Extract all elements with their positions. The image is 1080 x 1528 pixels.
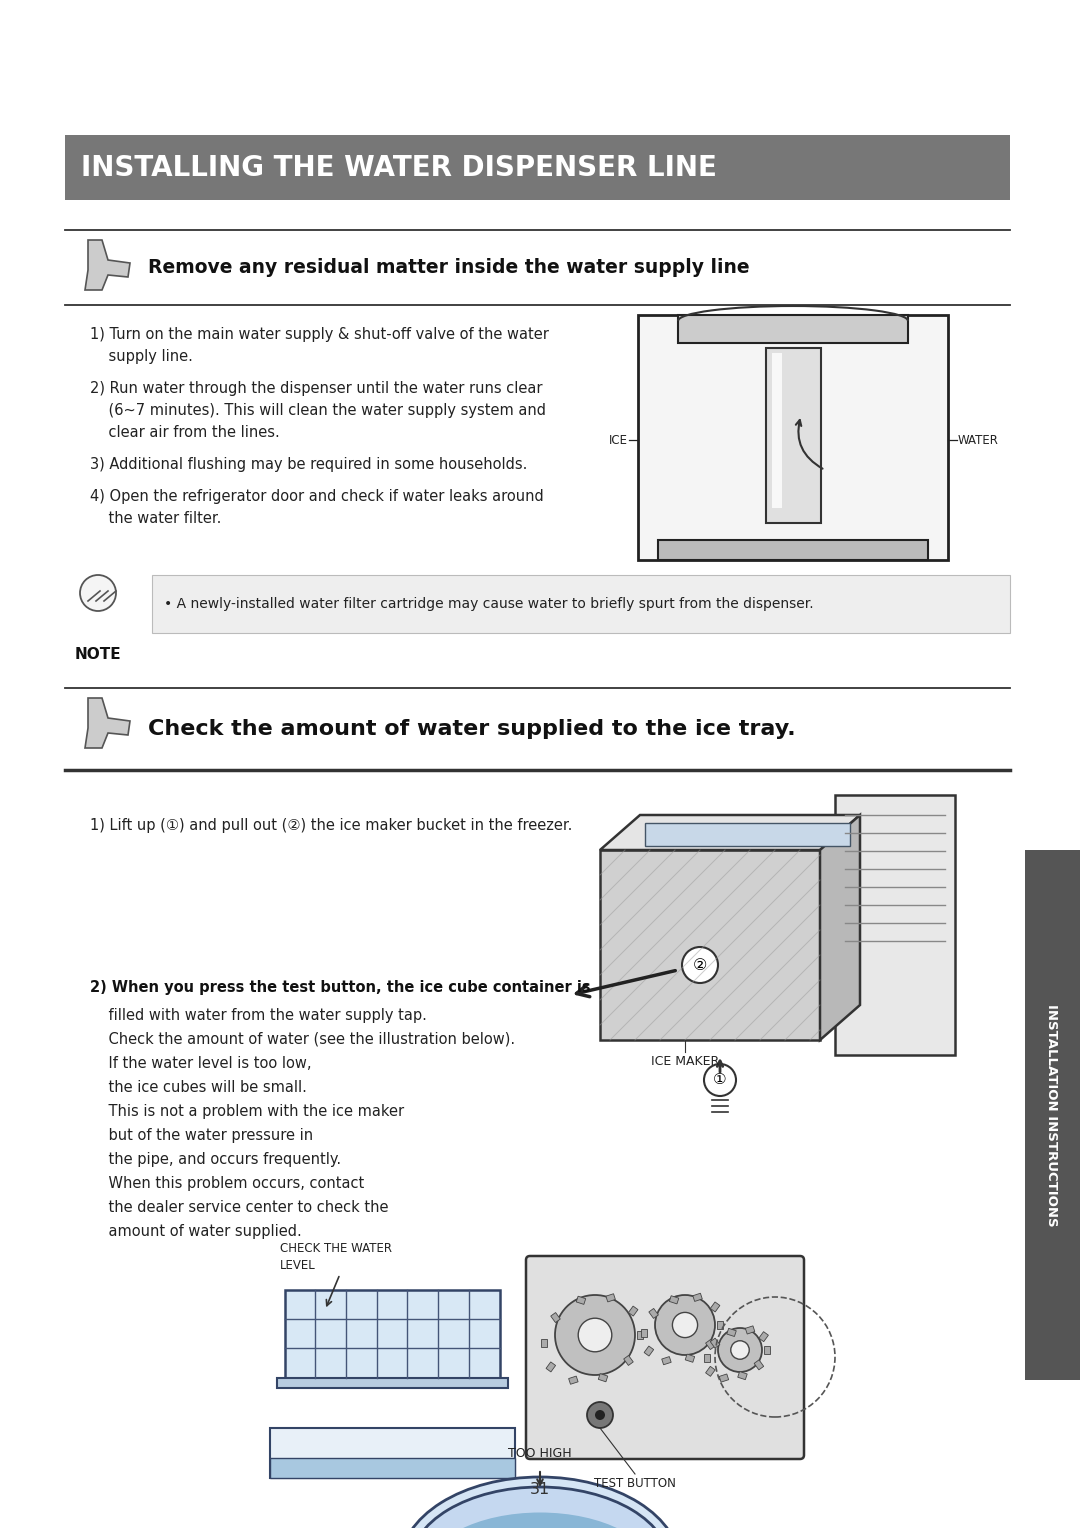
Bar	[705, 1340, 715, 1349]
Bar	[772, 353, 782, 507]
Ellipse shape	[426, 1513, 654, 1528]
Text: INSTALLATION INSTRUCTIONS: INSTALLATION INSTRUCTIONS	[1045, 1004, 1058, 1227]
Bar	[759, 1332, 768, 1342]
Text: Check the amount of water supplied to the ice tray.: Check the amount of water supplied to th…	[148, 720, 796, 740]
Bar	[719, 1374, 729, 1383]
Bar	[658, 539, 928, 559]
Bar	[624, 1355, 633, 1366]
Bar	[754, 1360, 764, 1371]
Text: TEST BUTTON: TEST BUTTON	[594, 1478, 676, 1490]
Bar	[766, 348, 821, 523]
Bar	[270, 1458, 515, 1478]
Bar	[546, 1361, 555, 1372]
Polygon shape	[85, 698, 130, 749]
Text: CHECK THE WATER
LEVEL: CHECK THE WATER LEVEL	[280, 1242, 392, 1271]
Text: NOTE: NOTE	[75, 646, 121, 662]
Bar	[541, 1339, 546, 1348]
Bar	[711, 1339, 720, 1348]
Bar	[645, 824, 850, 847]
Text: When this problem occurs, contact: When this problem occurs, contact	[90, 1177, 364, 1190]
Text: 3) Additional flushing may be required in some households.: 3) Additional flushing may be required i…	[90, 457, 527, 472]
Text: Check the amount of water (see the illustration below).: Check the amount of water (see the illus…	[90, 1031, 515, 1047]
Text: 1) Lift up (①) and pull out (②) the ice maker bucket in the freezer.: 1) Lift up (①) and pull out (②) the ice …	[90, 817, 572, 833]
Circle shape	[718, 1328, 762, 1372]
Circle shape	[555, 1296, 635, 1375]
Text: amount of water supplied.: amount of water supplied.	[90, 1224, 301, 1239]
Text: INSTALLING THE WATER DISPENSER LINE: INSTALLING THE WATER DISPENSER LINE	[81, 153, 717, 182]
FancyBboxPatch shape	[526, 1256, 804, 1459]
Bar	[629, 1306, 638, 1316]
Text: If the water level is too low,: If the water level is too low,	[90, 1056, 311, 1071]
Bar	[685, 1354, 694, 1363]
Bar	[606, 1294, 616, 1302]
Bar	[670, 1296, 679, 1303]
Text: WATER: WATER	[958, 434, 999, 446]
Circle shape	[673, 1313, 698, 1337]
FancyBboxPatch shape	[152, 575, 1010, 633]
Bar	[705, 1366, 715, 1377]
Bar	[662, 1357, 671, 1365]
Text: 2) Run water through the dispenser until the water runs clear
    (6~7 minutes).: 2) Run water through the dispenser until…	[90, 380, 546, 440]
Text: 31: 31	[530, 1482, 550, 1497]
Bar	[276, 1378, 508, 1387]
Bar	[637, 1331, 643, 1339]
Text: Remove any residual matter inside the water supply line: Remove any residual matter inside the wa…	[148, 258, 750, 277]
Bar	[717, 1322, 723, 1329]
Bar	[1025, 850, 1080, 1380]
Text: filled with water from the water supply tap.: filled with water from the water supply …	[90, 1008, 427, 1024]
Bar	[577, 1296, 585, 1305]
Polygon shape	[285, 1290, 500, 1378]
Bar	[745, 1326, 755, 1334]
Circle shape	[588, 1403, 613, 1429]
Polygon shape	[600, 850, 820, 1041]
Bar	[678, 315, 908, 342]
Polygon shape	[270, 1429, 515, 1478]
Bar	[649, 1308, 659, 1319]
Bar	[738, 1372, 747, 1380]
Bar	[598, 1374, 608, 1381]
Bar	[727, 1328, 737, 1337]
Text: ②: ②	[692, 958, 707, 972]
Circle shape	[578, 1319, 611, 1352]
Bar	[711, 1302, 720, 1313]
Text: 1) Turn on the main water supply & shut-off valve of the water
    supply line.: 1) Turn on the main water supply & shut-…	[90, 327, 549, 364]
Polygon shape	[820, 814, 860, 1041]
Bar	[764, 1346, 770, 1354]
Bar	[551, 1313, 561, 1323]
Text: the ice cubes will be small.: the ice cubes will be small.	[90, 1080, 307, 1096]
Polygon shape	[600, 814, 860, 850]
Text: the dealer service center to check the: the dealer service center to check the	[90, 1199, 389, 1215]
Circle shape	[80, 575, 116, 611]
Text: the pipe, and occurs frequently.: the pipe, and occurs frequently.	[90, 1152, 341, 1167]
Text: ICE MAKER: ICE MAKER	[651, 1054, 719, 1068]
Circle shape	[731, 1340, 750, 1360]
Text: 4) Open the refrigerator door and check if water leaks around
    the water filt: 4) Open the refrigerator door and check …	[90, 489, 543, 526]
Text: This is not a problem with the ice maker: This is not a problem with the ice maker	[90, 1105, 404, 1118]
Polygon shape	[85, 240, 130, 290]
Bar	[569, 1377, 578, 1384]
Text: ①: ①	[713, 1073, 727, 1088]
Circle shape	[681, 947, 718, 983]
Bar	[835, 795, 955, 1054]
Circle shape	[595, 1410, 605, 1420]
Bar	[642, 1329, 647, 1337]
Text: TOO HIGH: TOO HIGH	[509, 1447, 571, 1459]
Circle shape	[704, 1063, 735, 1096]
Text: • A newly-installed water filter cartridge may cause water to briefly spurt from: • A newly-installed water filter cartrid…	[164, 597, 813, 611]
Bar	[704, 1354, 710, 1361]
Text: 2) When you press the test button, the ice cube container is: 2) When you press the test button, the i…	[90, 979, 591, 995]
Circle shape	[654, 1296, 715, 1355]
Text: but of the water pressure in: but of the water pressure in	[90, 1128, 313, 1143]
Ellipse shape	[410, 1487, 670, 1528]
Bar	[644, 1346, 653, 1355]
Bar	[638, 315, 948, 559]
Text: ICE: ICE	[609, 434, 627, 446]
Ellipse shape	[400, 1478, 680, 1528]
Bar	[65, 134, 1010, 200]
Bar	[692, 1293, 702, 1302]
